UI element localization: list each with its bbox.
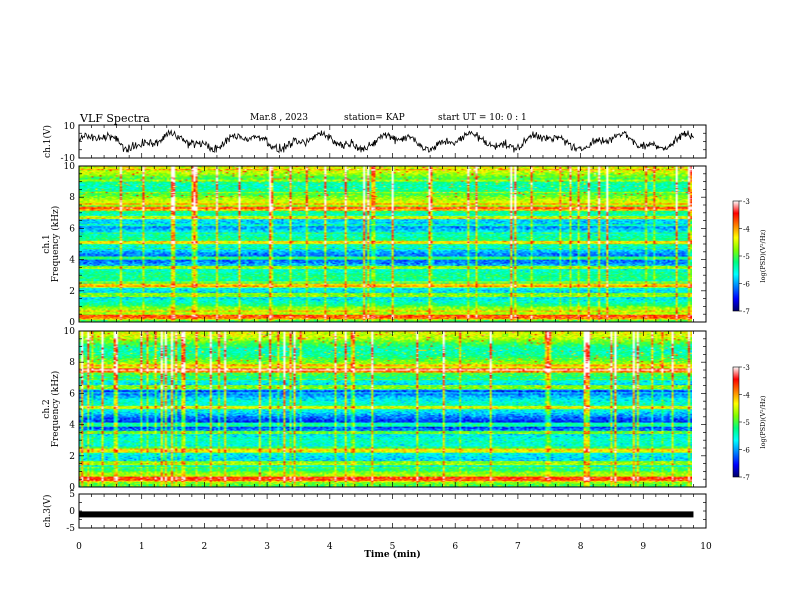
ch2-colorbar-tick-label: -5 (743, 419, 750, 427)
x-tick-label: 8 (578, 542, 584, 552)
ch3-waveform-trace (79, 511, 694, 518)
ch1-wave-y-tick-label: 10 (64, 122, 76, 132)
ch1-colorbar-tick-label: -5 (743, 253, 750, 261)
ch2-colorbar-tick-label: -6 (743, 447, 750, 455)
x-tick-label: 2 (202, 542, 208, 552)
ch1-colorbar-tick-label: -7 (743, 308, 750, 316)
waveform-traces (78, 129, 694, 518)
ch2-y-tick-label: 8 (69, 358, 75, 368)
start-ut-label: start UT = 10: 0 : 1 (438, 113, 527, 123)
date-label: Mar.8 , 2023 (250, 113, 308, 123)
ch1-spectrogram-image (79, 166, 692, 322)
x-tick-label: 7 (515, 542, 521, 552)
x-tick-label: 3 (264, 542, 270, 552)
ch1-y-tick-label: 2 (69, 287, 75, 297)
ch2-colorbar-tick-label: -4 (743, 392, 750, 400)
ch1-colorbar-tick-label: -6 (743, 281, 750, 289)
ch2-colorbar (732, 366, 740, 478)
axes-frames (78, 124, 742, 529)
ch1-y-tick-label: 8 (69, 193, 75, 203)
ch1-y-tick-label: 4 (69, 256, 75, 266)
x-tick-label: 1 (139, 542, 145, 552)
ch1-colorbar-tick-label: -3 (743, 198, 750, 206)
axis-labels: 0 1 2 3 4 5 6 7 8 9 10 Time (min) 0 2 4 6 8 10 Frequency (… (42, 122, 767, 560)
ch2-colorbar-label: log(PSD)(V²/Hz) (759, 395, 767, 448)
x-tick-label: 9 (640, 542, 646, 552)
station-label: station= KAP (344, 113, 405, 123)
ch2-y-tick-label: 0 (69, 483, 75, 493)
ch3-waveform-frame (78, 493, 707, 529)
ch1-wave-y-tick-label: -10 (61, 154, 76, 164)
ch1-wave-y-title: ch.1(V) (42, 125, 53, 158)
x-tick-label: 5 (390, 542, 396, 552)
ch2-y-tick-label: 4 (69, 421, 75, 431)
ch2-y-tick-label: 6 (69, 389, 75, 399)
ch1-y-tick-label: 10 (64, 162, 76, 172)
ch2-y-title: Frequency (kHz) (50, 371, 61, 448)
ch1-waveform-trace (78, 129, 694, 154)
ch2-y-tick-label: 10 (64, 327, 76, 337)
ch2-colorbar-tick-label: -7 (743, 474, 750, 482)
ch2-colorbar-tick-label: -3 (743, 364, 750, 372)
ch3-y-tick-label: 0 (69, 507, 75, 517)
ch2-y-tick-label: 2 (69, 452, 75, 462)
ch1-colorbar (732, 200, 740, 312)
ch1-y-tick-label: 0 (69, 318, 75, 328)
x-tick-label: 10 (700, 542, 712, 552)
ch3-y-title: ch.3(V) (42, 495, 53, 528)
ch3-y-tick-label: -5 (66, 524, 75, 534)
spectrogram-images (79, 166, 692, 487)
ch1-colorbar-tick-label: -4 (743, 226, 750, 234)
x-axis-title: Time (min) (364, 549, 421, 560)
ch3-y-tick-label: 5 (69, 490, 75, 500)
ch1-colorbar-label: log(PSD)(V²/Hz) (759, 229, 767, 282)
figure-title: VLF Spectra (80, 112, 150, 125)
ch1-y-tick-label: 6 (69, 224, 75, 234)
x-tick-label: 4 (327, 542, 333, 552)
x-tick-label: 0 (76, 542, 82, 552)
ch1-y-title: Frequency (kHz) (50, 206, 61, 283)
ch2-channel-label: ch.2 (42, 399, 52, 418)
ch2-spectrogram-image (79, 331, 692, 487)
x-tick-label: 6 (452, 542, 458, 552)
ch1-channel-label: ch.1 (42, 234, 52, 253)
